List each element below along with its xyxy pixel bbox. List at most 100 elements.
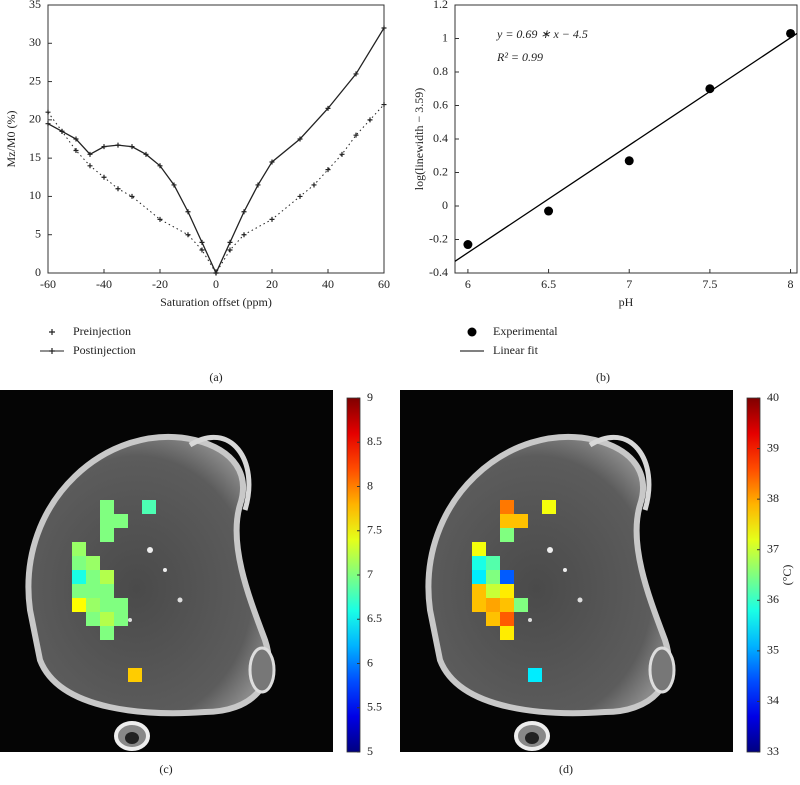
x-tick-label: -60 — [40, 277, 56, 291]
point-marker — [297, 193, 303, 199]
heatmap-cell — [472, 570, 486, 584]
point-marker — [227, 247, 233, 253]
heatmap-cell — [500, 584, 514, 598]
heatmap-cell — [472, 598, 486, 612]
heatmap-cell — [100, 612, 114, 626]
point-marker — [143, 151, 149, 157]
legend-marker — [49, 329, 55, 335]
point-marker — [339, 151, 345, 157]
point-marker — [59, 128, 65, 134]
heatmap-cell — [100, 584, 114, 598]
colorbar-tick-label: 5 — [367, 744, 373, 758]
annotation: y = 0.69 ∗ x − 4.5 — [496, 27, 588, 41]
y-axis-label: Mz/M0 (%) — [4, 111, 18, 168]
point-marker — [101, 174, 107, 180]
heatmap-cell — [472, 542, 486, 556]
colorbar-tick-label: 40 — [767, 390, 779, 404]
heatmap-cell — [500, 514, 514, 528]
heatmap-cell — [486, 584, 500, 598]
heatmap-cell — [100, 570, 114, 584]
colorbar-tick-label: 9 — [367, 390, 373, 404]
colorbar-tick-label: 34 — [767, 693, 779, 707]
colorbar-tick-label: 8 — [367, 478, 373, 492]
heatmap-cell — [528, 668, 542, 682]
heatmap-cell — [72, 598, 86, 612]
x-tick-label: -40 — [96, 277, 112, 291]
colorbar-tick-label: 36 — [767, 592, 779, 606]
x-tick-label: 6.5 — [541, 277, 556, 291]
point-marker — [115, 186, 121, 192]
colorbar-tick-label: 6 — [367, 655, 373, 669]
colorbar-tick-label: 35 — [767, 643, 779, 657]
heatmap-cell — [86, 556, 100, 570]
colorbar-tick-label: 33 — [767, 744, 779, 758]
heatmap-cell — [114, 612, 128, 626]
plot-frame — [454, 4, 798, 274]
data-point — [786, 28, 796, 38]
point-marker — [269, 216, 275, 222]
point-marker — [87, 151, 93, 157]
y-tick-label: 15 — [29, 150, 41, 164]
heatmap-cell — [86, 598, 100, 612]
plot-frame — [47, 4, 385, 274]
colorbar-tick-label: 38 — [767, 491, 779, 505]
y-tick-label: 0 — [35, 265, 41, 279]
legend-marker — [49, 348, 55, 354]
heatmap-cell — [486, 556, 500, 570]
point-marker — [129, 144, 135, 150]
point-marker — [45, 109, 51, 115]
colorbar-tick-label: 8.5 — [367, 434, 382, 448]
y-tick-label: 35 — [29, 0, 41, 11]
colorbar-tick-label: 7 — [367, 567, 373, 581]
y-tick-label: 0.6 — [433, 97, 448, 111]
point-marker — [227, 239, 233, 245]
heatmap-cell — [100, 500, 114, 514]
legend-label: Postinjection — [73, 343, 136, 357]
point-marker — [269, 159, 275, 165]
heatmap-cell — [500, 598, 514, 612]
x-tick-label: 7 — [626, 277, 632, 291]
heatmap-cell — [500, 626, 514, 640]
series-line — [454, 32, 798, 262]
y-axis-label: log(linewidth − 3.59) — [412, 88, 426, 190]
heatmap-cell — [500, 500, 514, 514]
point-marker — [325, 167, 331, 173]
legend-label: Preinjection — [73, 324, 131, 338]
heatmap-cell — [486, 598, 500, 612]
heatmap-cell — [486, 570, 500, 584]
heatmap-cell — [128, 668, 142, 682]
heatmap-cell — [86, 584, 100, 598]
heatmap-cell — [100, 514, 114, 528]
x-tick-label: 6 — [465, 277, 471, 291]
colorbar-tick-label: 7.5 — [367, 523, 382, 537]
point-marker — [241, 209, 247, 215]
heatmap-cell — [100, 598, 114, 612]
colorbar-tick-label: 39 — [767, 440, 779, 454]
point-marker — [297, 136, 303, 142]
colorbar-label: (°C) — [780, 565, 794, 586]
x-tick-label: 20 — [266, 277, 278, 291]
y-tick-label: 1.2 — [433, 0, 448, 11]
series-line — [47, 27, 385, 275]
heatmap-cell — [500, 612, 514, 626]
point-marker — [73, 147, 79, 153]
legend-label: Linear fit — [493, 343, 539, 357]
data-point — [544, 206, 554, 216]
x-tick-label: 60 — [378, 277, 390, 291]
panel-caption: (b) — [596, 370, 610, 384]
y-tick-label: 0.8 — [433, 64, 448, 78]
y-tick-label: 1 — [442, 30, 448, 44]
point-marker — [367, 117, 373, 123]
point-marker — [73, 136, 79, 142]
data-point — [705, 84, 715, 94]
y-tick-label: -0.2 — [429, 231, 448, 245]
point-marker — [199, 247, 205, 253]
point-marker — [171, 182, 177, 188]
colorbar — [746, 397, 761, 753]
y-tick-label: -0.4 — [429, 265, 448, 279]
mri-image — [400, 390, 733, 752]
heatmap-cell — [514, 514, 528, 528]
panel-caption: (a) — [209, 370, 222, 384]
colorbar-tick-label: 37 — [767, 541, 779, 555]
